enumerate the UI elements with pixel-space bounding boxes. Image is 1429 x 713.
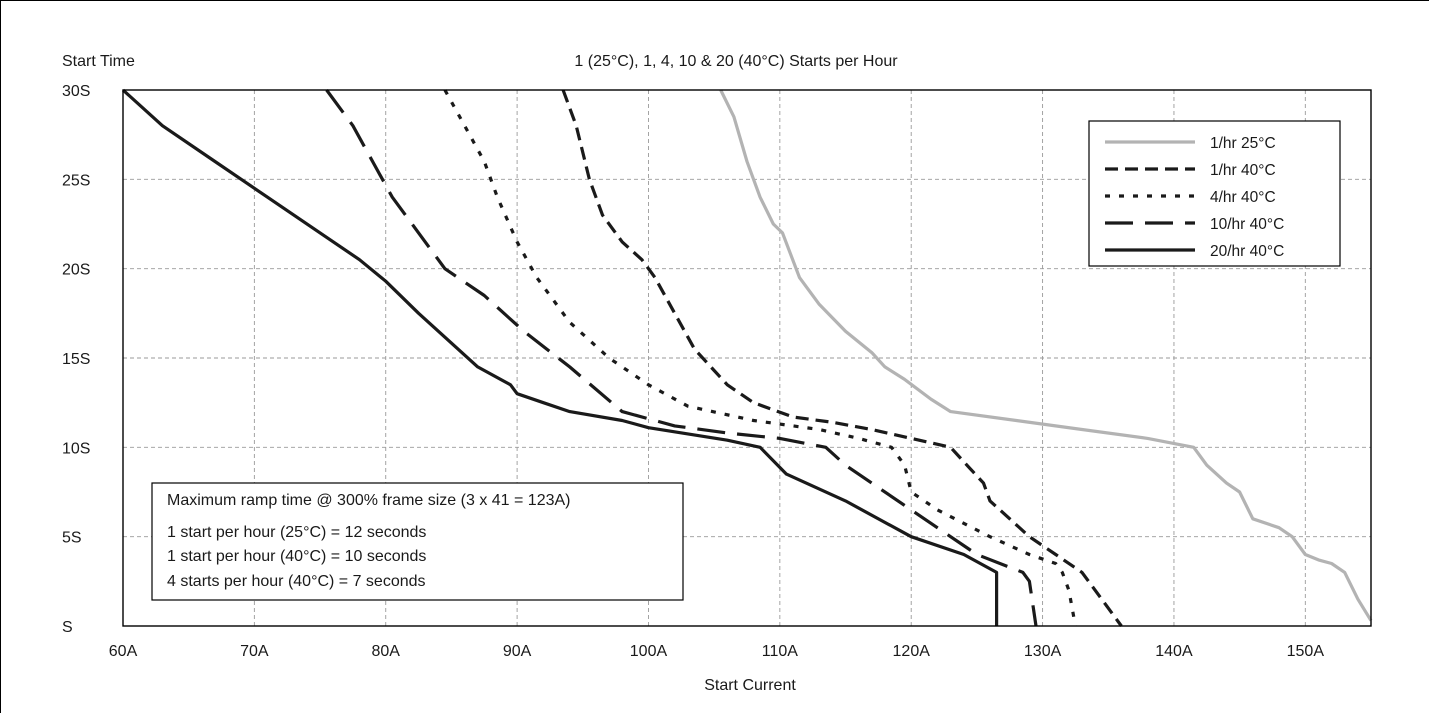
legend-label: 1/hr 25°C	[1210, 135, 1276, 152]
chart-title: 1 (25°C), 1, 4, 10 & 20 (40°C) Starts pe…	[574, 53, 898, 70]
y-axis-label: Start Time	[62, 53, 135, 70]
y-tick-label: 30S	[62, 83, 90, 100]
x-tick-label: 120A	[893, 643, 931, 660]
annotation-line: 1 start per hour (40°C) = 10 seconds	[167, 548, 426, 565]
x-tick-label: 90A	[503, 643, 532, 660]
series-layer	[121, 88, 1373, 627]
legend-label: 10/hr 40°C	[1210, 216, 1284, 233]
y-tick-label: 20S	[62, 262, 90, 279]
x-tick-label: 130A	[1024, 643, 1062, 660]
series-line-2	[561, 89, 1123, 627]
x-tick-label: 70A	[240, 643, 269, 660]
plot-border	[122, 89, 1372, 627]
x-tick-label: 110A	[762, 643, 799, 660]
y-tick-label: 5S	[62, 530, 82, 547]
annotation-line: 1 start per hour (25°C) = 12 seconds	[167, 524, 426, 541]
legend-label: 4/hr 40°C	[1210, 189, 1276, 206]
y-tick-label: 25S	[62, 172, 90, 189]
legend-box	[1088, 120, 1341, 267]
x-tick-label: 140A	[1155, 643, 1193, 660]
grid-lines	[123, 90, 1371, 626]
annotation-line: 4 starts per hour (40°C) = 7 seconds	[167, 573, 426, 590]
legend: 1/hr 25°C 1/hr 40°C 4/hr 40°C 10/hr 40°C 20/…	[1088, 120, 1341, 267]
series-line-4	[325, 89, 1038, 627]
x-axis-label: Start Current	[704, 677, 796, 694]
series-line-1	[719, 89, 1373, 622]
annotation-border	[151, 482, 684, 601]
x-tick-label: 150A	[1287, 643, 1325, 660]
x-tick-label: 60A	[109, 643, 138, 660]
y-tick-label: 10S	[62, 440, 90, 457]
series-line-5	[121, 88, 999, 626]
x-tick-label: 80A	[372, 643, 401, 660]
annotation-box: Maximum ramp time @ 300% frame size (3 x…	[151, 482, 684, 601]
annotation-line: Maximum ramp time @ 300% frame size (3 x…	[167, 492, 571, 509]
legend-label: 1/hr 40°C	[1210, 162, 1276, 179]
x-tick-label: 100A	[630, 643, 668, 660]
axis-ticks: 60A 70A 80A 90A 100A 110A 120A 130A 140A 150A S 5S 1…	[62, 83, 1324, 660]
y-tick-label: S	[62, 619, 73, 636]
y-tick-label: 15S	[62, 351, 90, 368]
legend-label: 20/hr 40°C	[1210, 243, 1284, 260]
